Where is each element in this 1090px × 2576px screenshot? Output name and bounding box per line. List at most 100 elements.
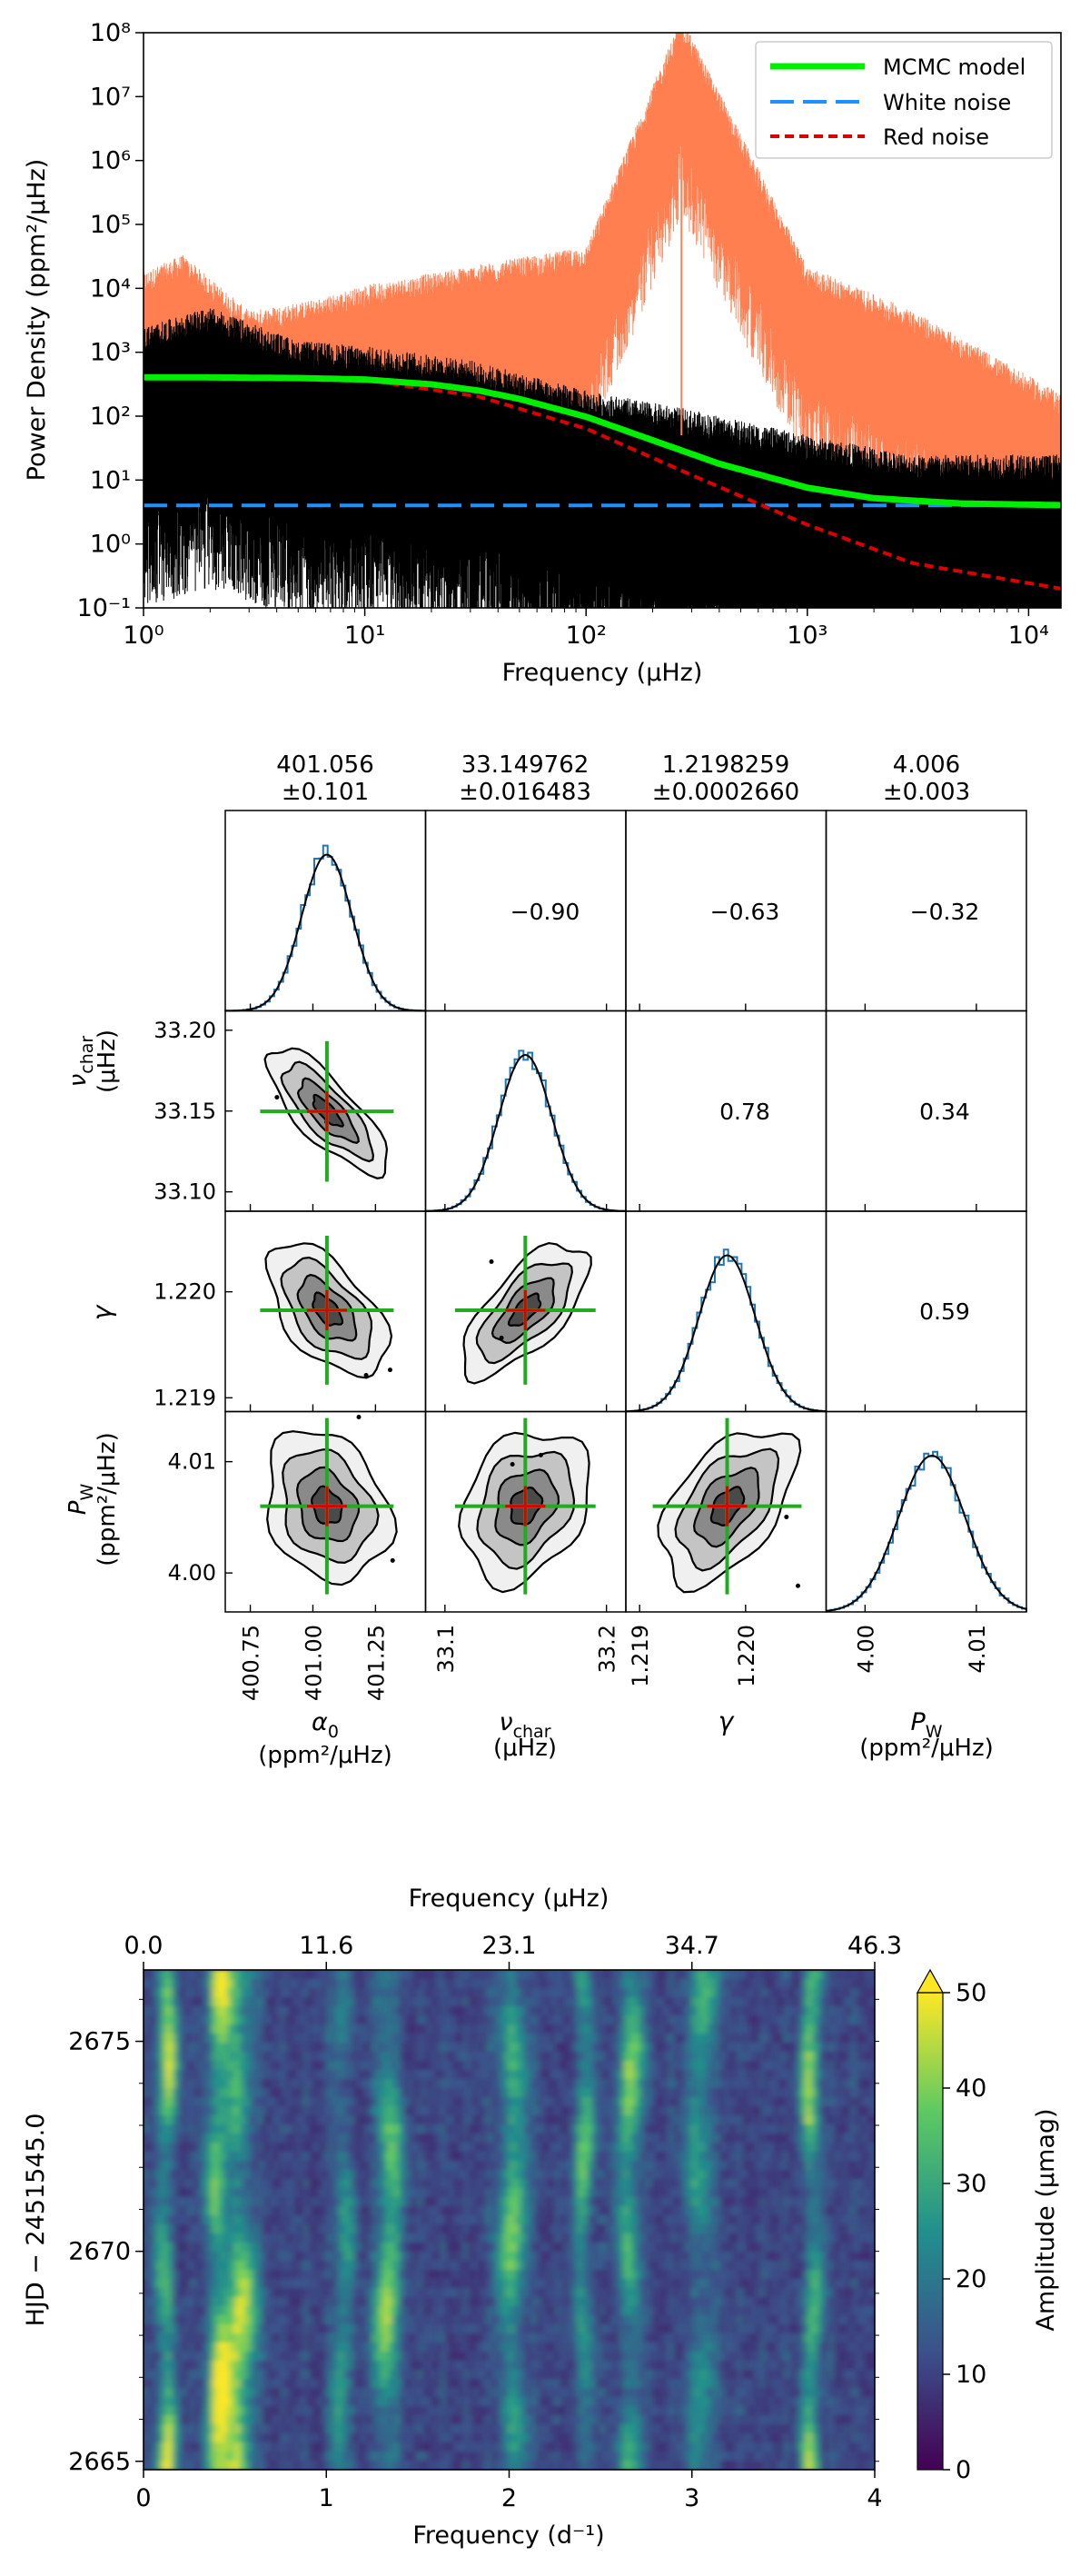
heatmap-cell (705, 2143, 711, 2153)
heatmap-cell (769, 2034, 775, 2044)
heatmap-cell (600, 2052, 606, 2062)
heatmap-cell (248, 2097, 254, 2107)
heatmap-cell (568, 2106, 574, 2116)
heatmap-cell (450, 2097, 455, 2107)
heatmap-cell (582, 2106, 588, 2116)
heatmap-cell (605, 2206, 610, 2216)
heatmap-cell (248, 2143, 254, 2153)
heatmap-cell (623, 2043, 629, 2053)
heatmap-cell (815, 2152, 821, 2162)
heatmap-cell (358, 2024, 364, 2034)
heatmap-cell (381, 2043, 387, 2053)
heatmap-cell (828, 2224, 835, 2234)
heatmap-cell (709, 2188, 716, 2198)
heatmap-cell (700, 2170, 707, 2180)
heatmap-cell (522, 1997, 529, 2007)
heatmap-cell (180, 1997, 185, 2007)
heatmap-cell (687, 1988, 693, 1998)
heatmap-cell (193, 2043, 199, 2053)
heatmap-cell (847, 2015, 853, 2025)
spectrum-traces (144, 33, 1061, 608)
heatmap-cell (280, 2197, 286, 2207)
heatmap-cell (445, 2006, 451, 2016)
heatmap-cell (815, 2170, 821, 2180)
heatmap-cell (591, 1997, 597, 2007)
heatmap-cell (198, 2188, 204, 2198)
heatmap-cell (522, 2170, 529, 2180)
heatmap-cell (728, 2061, 734, 2071)
heatmap-cell (806, 1979, 812, 1989)
heatmap-cell (490, 2079, 497, 2089)
heatmap-cell (275, 2006, 282, 2016)
heatmap-cell (162, 2024, 167, 2034)
heatmap-cell (509, 2206, 515, 2216)
heatmap-cell (490, 2170, 497, 2180)
heatmap-cell (431, 2233, 437, 2243)
heatmap-cell (641, 2179, 648, 2189)
heatmap-cell (609, 2079, 615, 2089)
heatmap-cell (175, 2124, 181, 2134)
heatmap-cell (335, 2079, 341, 2089)
heatmap-cell (778, 1997, 784, 2007)
heatmap-cell (637, 1970, 643, 1980)
heatmap-cell (682, 2197, 689, 2207)
heatmap-cell (257, 2106, 263, 2116)
heatmap-cell (540, 1988, 547, 1998)
heatmap-cell (175, 1988, 181, 1998)
heatmap-cell (266, 2061, 272, 2071)
heatmap-cell (153, 2034, 158, 2044)
heatmap-cell (738, 2215, 743, 2225)
heatmap-cell (513, 2197, 520, 2207)
heatmap-cell (358, 2115, 364, 2125)
heatmap-cell (280, 1979, 286, 1989)
heatmap-cell (495, 1979, 501, 1989)
heatmap-cell (819, 1970, 826, 1980)
heatmap-cell (682, 1979, 689, 1989)
heatmap-cell (257, 1979, 263, 1989)
heatmap-cell (212, 2052, 218, 2062)
heatmap-cell (312, 2070, 318, 2080)
heatmap-cell (394, 1997, 401, 2007)
heatmap-cell (225, 2224, 232, 2234)
heatmap-cell (623, 2024, 629, 2034)
heatmap-cell (362, 2179, 369, 2189)
heatmap-cell (331, 2052, 336, 2062)
heatmap-cell (527, 2197, 533, 2207)
heatmap-cell (747, 2034, 752, 2044)
heatmap-cell (783, 2052, 789, 2062)
heatmap-cell (691, 2197, 698, 2207)
heatmap-cell (783, 2115, 789, 2125)
heatmap-cell (669, 2197, 675, 2207)
heatmap-cell (718, 2006, 725, 2016)
heatmap-cell (358, 1997, 364, 2007)
heatmap-cell (765, 1988, 770, 1998)
heatmap-cell (248, 2061, 254, 2071)
heatmap-cell (824, 2115, 830, 2125)
heatmap-cell (148, 1988, 154, 1998)
heatmap-cell (317, 1988, 322, 1998)
heatmap-cell (290, 2233, 295, 2243)
heatmap-cell (550, 2034, 556, 2044)
heatmap-cell (372, 2143, 378, 2153)
heatmap-cell (412, 2161, 419, 2171)
heatmap-cell (678, 2088, 684, 2098)
heatmap-cell (436, 2233, 441, 2243)
heatmap-cell (294, 2106, 300, 2116)
heatmap-cell (531, 1997, 538, 2007)
heatmap-cell (742, 1970, 748, 1980)
heatmap-cell (550, 2015, 556, 2025)
heatmap-cell (751, 2024, 757, 2034)
heatmap-cell (294, 2233, 300, 2243)
heatmap-cell (723, 2061, 729, 2071)
heatmap-cell (673, 2124, 679, 2134)
heatmap-cell (189, 2034, 194, 2044)
heatmap-cell (262, 1970, 268, 1980)
heatmap-cell (166, 2088, 172, 2098)
heatmap-cell (358, 1970, 364, 1980)
heatmap-cell (189, 2152, 194, 2162)
heatmap-cell (148, 2206, 154, 2216)
heatmap-cell (248, 2034, 254, 2044)
heatmap-cell (144, 2188, 149, 2198)
heatmap-cell (353, 2070, 360, 2080)
heatmap-cell (399, 2088, 405, 2098)
